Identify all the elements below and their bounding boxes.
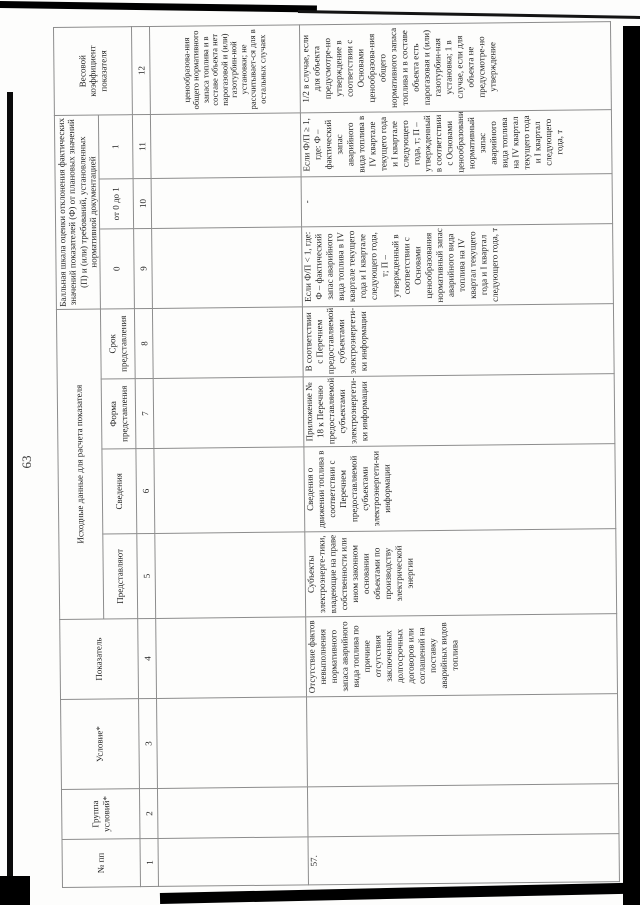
cell-info [153,446,305,534]
cell-num: 57. [307,833,620,885]
cell-condition [156,696,308,789]
scan-artifact-top-bar [0,1,317,13]
cell-score0: Если Ф/П < 1, где: Ф – фактический запас… [301,223,614,307]
col-number: 5 [136,533,156,619]
col-number: 12 [131,26,151,115]
header-cell-deadline: Срок представления [100,308,136,380]
table-row-57: 57. Отсутствие фактов невыполнения норма… [299,21,620,885]
rotated-table-wrapper: № пп Группа условий* Условие* Показатель… [53,21,620,888]
col-number: 7 [135,378,154,449]
scan-artifact-corner [0,876,30,905]
cell-score-mid: - [301,173,613,227]
cell-score0 [151,226,303,309]
cell-score1: Если Ф/П ≥ 1, где: Ф – фактический запас… [300,109,613,177]
header-cell-form: Форма представления [101,378,136,450]
col-number: 8 [134,308,154,379]
col-number: 6 [135,448,155,534]
header-cell-score-mid: от 0 до 1 [99,178,134,229]
cell-group [157,786,308,839]
cell-provider: Субъекты электроэнерге-тики, владеющие н… [304,528,617,617]
header-cell-score0: 0 [99,228,135,309]
cell-weight: 1/2 в случае, если для объекта предусмот… [299,21,612,113]
header-group-score-scale: Балльная шкала оценки отклонения фактиче… [54,114,101,310]
cell-form: Приложение № 18 к Перечню предоставляемо… [303,373,615,447]
header-cell-provider: Представляют [102,533,138,620]
cell-form [153,376,304,449]
header-cell-info: Сведения [101,448,137,535]
col-number: 3 [138,698,158,789]
cell-score1 [150,112,302,179]
cell-indicator [155,616,307,699]
header-group-source-data: Исходные данные для расчета показателя [56,308,104,620]
scan-artifact-right-bar [623,26,640,905]
cell-num [157,836,309,887]
col-number: 4 [137,618,157,699]
table-row-continuation: ценообразова-ния общего нормативного зап… [149,24,309,887]
header-cell-num: № пп [61,838,141,888]
cell-provider [154,531,306,619]
col-number: 10 [133,178,152,229]
header-cell-condition: Условие* [60,698,140,790]
scan-artifact-top-line [297,10,640,20]
col-number: 1 [139,838,159,887]
cell-deadline [152,306,304,379]
cell-score-mid [151,176,302,229]
header-cell-score1: 1 [98,114,134,179]
cell-condition [306,693,619,787]
page-number: 63 [19,455,34,469]
col-number: 9 [133,228,153,309]
cell-weight: ценообразова-ния общего нормативного зап… [149,24,301,115]
col-number: 11 [132,114,152,179]
cell-info: Сведения о движении топлива в соответств… [303,443,616,532]
header-cell-weight: Весовой коэффициент показателя [53,26,133,116]
header-cell-condition-group: Группа условий* [61,788,140,840]
cell-deadline: В соответствии с Перечнем предоставляемо… [302,303,615,377]
cell-group [307,783,619,837]
indicators-table: № пп Группа условий* Условие* Показатель… [53,21,620,888]
col-number: 2 [139,788,158,839]
header-cell-indicator: Показатель [59,618,139,700]
scan-artifact-left-bar [7,92,13,905]
cell-indicator: Отсутствие фактов невыполнения нормативн… [305,613,618,697]
